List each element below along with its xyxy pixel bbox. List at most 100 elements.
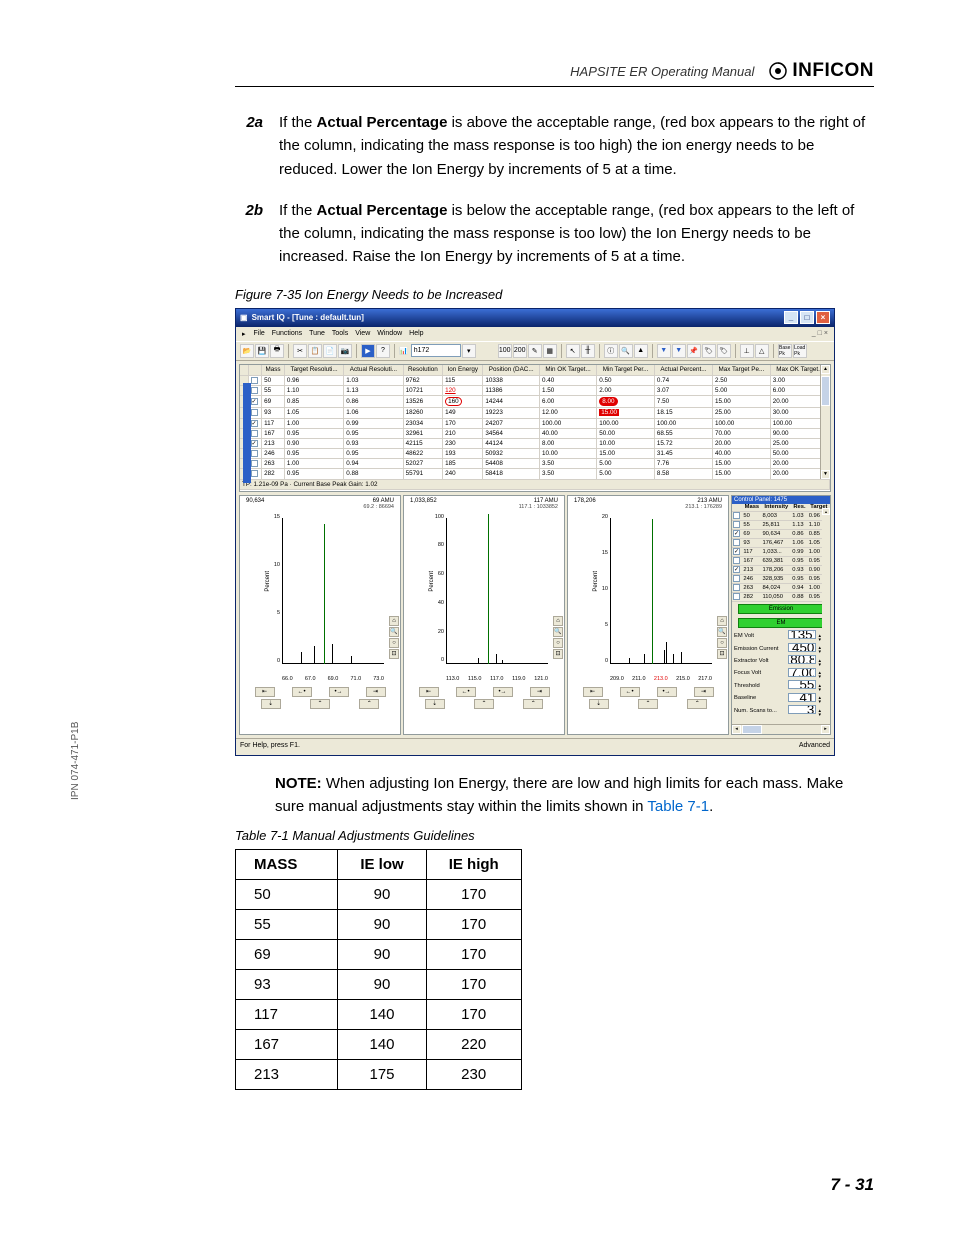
cursor-icon[interactable]: ↖: [566, 344, 580, 358]
close-button[interactable]: ×: [816, 311, 830, 324]
row-checkbox[interactable]: [251, 440, 258, 447]
cp-hscroll[interactable]: ◂▸: [732, 724, 830, 734]
cp-row[interactable]: 26384,0240.941.00: [732, 583, 830, 592]
chart-zoom-icon[interactable]: 🔍: [553, 627, 563, 637]
tag-icon[interactable]: 🏷: [702, 344, 716, 358]
print-icon[interactable]: 🖶: [270, 344, 284, 358]
pin-icon[interactable]: 📌: [687, 344, 701, 358]
filter2-icon[interactable]: ▼: [672, 344, 686, 358]
row-checkbox[interactable]: [251, 470, 258, 477]
row-checkbox[interactable]: [251, 420, 258, 427]
table-row[interactable]: 2820.950.8855791240584183.505.008.5815.0…: [240, 469, 830, 479]
row-checkbox[interactable]: [251, 430, 258, 437]
chart-plot[interactable]: Percent 20151050 209.0211.0213.0215.0217…: [592, 514, 716, 684]
open-icon[interactable]: 📂: [240, 344, 254, 358]
nav-last-icon[interactable]: ⇥: [366, 687, 386, 697]
load-icon[interactable]: LoadPk: [793, 344, 807, 358]
nav-last-icon[interactable]: ⇥: [530, 687, 550, 697]
up-icon[interactable]: ▲: [634, 344, 648, 358]
help-icon[interactable]: ?: [376, 344, 390, 358]
param-input[interactable]: [788, 705, 816, 714]
paste-icon[interactable]: 📄: [323, 344, 337, 358]
filter-icon[interactable]: ▼: [657, 344, 671, 358]
chart-home-icon[interactable]: ⌂: [717, 616, 727, 626]
nav-peak2-icon[interactable]: ⌃: [523, 699, 543, 709]
cp-row[interactable]: 93176,4671.061.05: [732, 538, 830, 547]
table-row[interactable]: 551.101.1310721120113861.502.003.075.006…: [240, 386, 830, 396]
table-row[interactable]: 1171.000.992303417024207100.00100.00100.…: [240, 418, 830, 428]
chart-zoom-icon[interactable]: 🔍: [389, 627, 399, 637]
param-input[interactable]: [788, 680, 816, 689]
nav-next-icon[interactable]: •→: [657, 687, 677, 697]
axis-icon[interactable]: ⊥: [740, 344, 754, 358]
table-scrollbar[interactable]: ▲ ▼: [820, 365, 830, 479]
row-checkbox[interactable]: [251, 460, 258, 467]
nav-next-icon[interactable]: •→: [329, 687, 349, 697]
camera-icon[interactable]: 📷: [338, 344, 352, 358]
table-row[interactable]: 931.051.06182601491922312.0015.0018.1525…: [240, 408, 830, 418]
dropdown-icon[interactable]: ▾: [462, 344, 476, 358]
axis2-icon[interactable]: △: [755, 344, 769, 358]
nav-first-icon[interactable]: ⇤: [583, 687, 603, 697]
find-icon[interactable]: BasePk: [778, 344, 792, 358]
nav-last-icon[interactable]: ⇥: [694, 687, 714, 697]
tag2-icon[interactable]: 🏷: [717, 344, 731, 358]
menu-functions[interactable]: Functions: [272, 330, 302, 337]
minimize-button[interactable]: _: [784, 311, 798, 324]
chart-plot[interactable]: Percent 100806040200 113.0115.0117.0119.…: [428, 514, 552, 684]
nav-prev-icon[interactable]: ←•: [620, 687, 640, 697]
nav-down-icon[interactable]: ⇣: [589, 699, 609, 709]
cp-row[interactable]: 5525,8111.131.10: [732, 520, 830, 529]
toolbar-input[interactable]: [411, 344, 461, 357]
cp-row[interactable]: 1171,033...0.991.00: [732, 547, 830, 556]
chart-fit-icon[interactable]: ⊡: [389, 649, 399, 659]
zoomin-icon[interactable]: 🔍: [619, 344, 633, 358]
param-input[interactable]: [788, 668, 816, 677]
param-input[interactable]: [788, 655, 816, 664]
nav-peak2-icon[interactable]: ⌃: [687, 699, 707, 709]
cp-row[interactable]: 508,0031.030.96: [732, 511, 830, 520]
copy-icon[interactable]: 📋: [308, 344, 322, 358]
menu-tune[interactable]: Tune: [309, 330, 325, 337]
nav-peak-icon[interactable]: ⌃: [474, 699, 494, 709]
param-input[interactable]: [788, 693, 816, 702]
cp-row[interactable]: 167639,3810.950.95: [732, 556, 830, 565]
cp-row[interactable]: 6990,6340.860.85: [732, 529, 830, 538]
nav-peak-icon[interactable]: ⌃: [638, 699, 658, 709]
chart-zoomout-icon[interactable]: ○: [717, 638, 727, 648]
table-row[interactable]: 2631.000.9452027185544083.505.007.7615.0…: [240, 459, 830, 469]
table-row[interactable]: 2460.950.95486221935093210.0015.0031.454…: [240, 449, 830, 459]
menu-view[interactable]: View: [355, 330, 370, 337]
nav-next-icon[interactable]: •→: [493, 687, 513, 697]
chart-zoomout-icon[interactable]: ○: [389, 638, 399, 648]
menu-tools[interactable]: Tools: [332, 330, 348, 337]
em-button[interactable]: EM: [738, 618, 824, 628]
menu-window[interactable]: Window: [377, 330, 402, 337]
zoom200-icon[interactable]: 200: [513, 344, 527, 358]
run-icon[interactable]: ▶: [361, 344, 375, 358]
chart-fit-icon[interactable]: ⊡: [717, 649, 727, 659]
nav-first-icon[interactable]: ⇤: [419, 687, 439, 697]
nav-peak-icon[interactable]: ⌃: [310, 699, 330, 709]
nav-prev-icon[interactable]: ←•: [292, 687, 312, 697]
chart-icon[interactable]: ╫: [581, 344, 595, 358]
chart-fit-icon[interactable]: ⊡: [553, 649, 563, 659]
save-icon[interactable]: 💾: [255, 344, 269, 358]
row-checkbox[interactable]: [251, 387, 258, 394]
nav-down-icon[interactable]: ⇣: [425, 699, 445, 709]
maximize-button[interactable]: □: [800, 311, 814, 324]
menu-help[interactable]: Help: [409, 330, 423, 337]
nav-down-icon[interactable]: ⇣: [261, 699, 281, 709]
table-link[interactable]: Table 7-1: [647, 798, 709, 815]
nav-first-icon[interactable]: ⇤: [255, 687, 275, 697]
emission-button[interactable]: Emission: [738, 604, 824, 614]
zoom100-icon[interactable]: 100: [498, 344, 512, 358]
wand-icon[interactable]: ✎: [528, 344, 542, 358]
table-row[interactable]: 1670.950.95329612103456440.0050.0068.557…: [240, 428, 830, 438]
param-input[interactable]: [788, 643, 816, 652]
row-checkbox[interactable]: [251, 398, 258, 405]
grid-icon[interactable]: ▦: [543, 344, 557, 358]
row-checkbox[interactable]: [251, 377, 258, 384]
row-checkbox[interactable]: [251, 409, 258, 416]
nav-peak2-icon[interactable]: ⌃: [359, 699, 379, 709]
